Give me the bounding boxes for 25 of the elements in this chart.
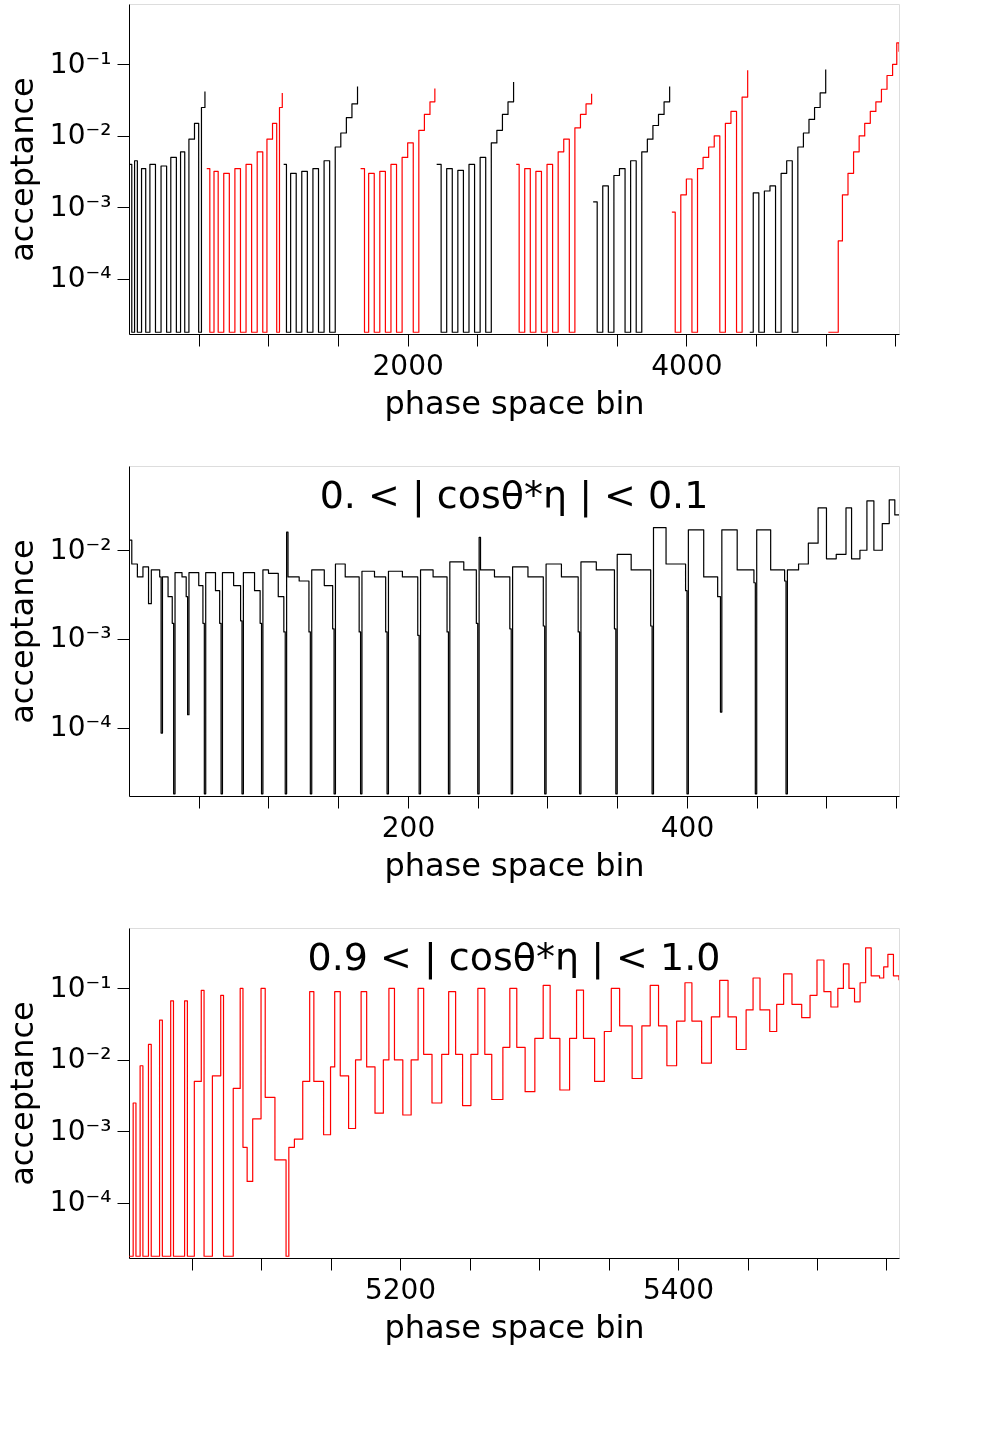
- x-tick-label: 400: [660, 810, 715, 844]
- chart-title: 0.9 < | cosθ*η | < 1.0: [307, 935, 721, 980]
- x-tick-label: 4000: [651, 348, 723, 382]
- y-tick-label: 10⁻³: [49, 621, 112, 655]
- y-axis-title: acceptance: [2, 77, 41, 262]
- y-tick-label: 10⁻²: [49, 1042, 112, 1076]
- y-axis-title: acceptance: [2, 539, 41, 724]
- y-tick-label: 10⁻²: [49, 118, 112, 152]
- y-tick-label: 10⁻⁴: [49, 710, 112, 744]
- x-tick-label: 5400: [642, 1272, 715, 1306]
- x-axis-title: phase space bin: [384, 1307, 645, 1346]
- y-tick-label: 10⁻⁴: [49, 261, 112, 295]
- y-tick-label: 10⁻³: [49, 1113, 112, 1147]
- x-axis-title: phase space bin: [384, 383, 645, 422]
- x-tick-label: 200: [381, 810, 436, 844]
- x-axis-title: phase space bin: [384, 845, 645, 884]
- y-tick-label: 10⁻⁴: [49, 1185, 112, 1219]
- y-tick-label: 10⁻²: [49, 532, 112, 566]
- y-axis-title: acceptance: [2, 1001, 41, 1186]
- chart-title: 0. < | cosθ*η | < 0.1: [319, 473, 709, 518]
- y-tick-label: 10⁻¹: [49, 970, 112, 1004]
- x-tick-label: 5200: [364, 1272, 437, 1306]
- y-tick-label: 10⁻¹: [49, 46, 112, 80]
- y-tick-label: 10⁻³: [49, 189, 112, 223]
- x-tick-label: 2000: [372, 348, 444, 382]
